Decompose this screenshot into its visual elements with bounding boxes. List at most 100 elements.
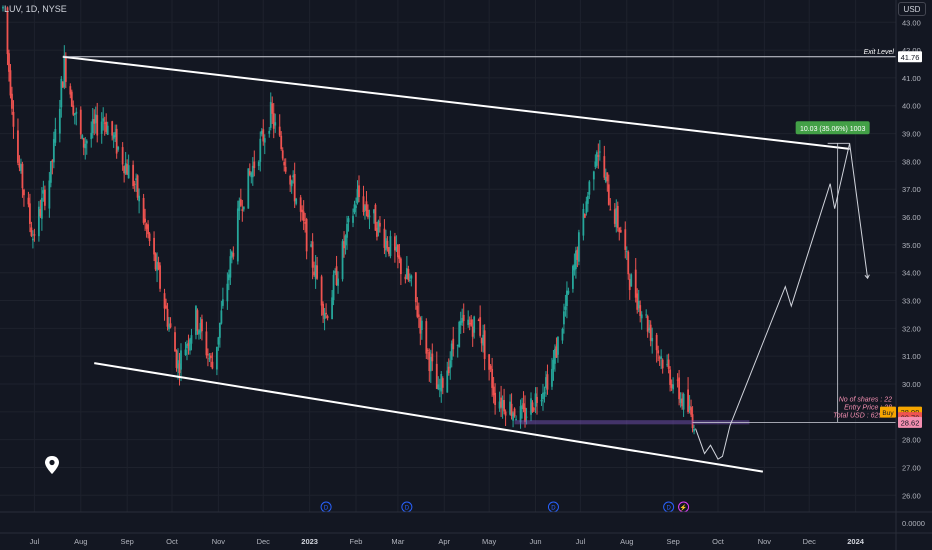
price-axis-tick: 28.00	[902, 436, 921, 445]
candle-body	[215, 346, 218, 370]
candle-body	[630, 274, 633, 287]
time-axis-tick: Jul	[576, 537, 586, 546]
candle-body	[159, 265, 161, 289]
location-pin-icon[interactable]	[44, 455, 60, 475]
candle-body	[230, 251, 233, 258]
candle-body	[211, 361, 214, 369]
time-axis-tick: 2023	[301, 537, 318, 546]
candle-body	[30, 227, 33, 236]
candle-body	[362, 196, 365, 212]
candle-body	[586, 195, 589, 204]
candle-body	[489, 365, 492, 370]
candle-body	[18, 163, 21, 168]
candle-body	[567, 290, 570, 294]
candle-body	[573, 264, 576, 271]
candle-body	[163, 293, 166, 309]
candle-body	[618, 227, 621, 233]
candle-body	[615, 208, 618, 227]
time-axis-tick: Oct	[166, 537, 179, 546]
candle-body	[198, 330, 200, 335]
exit-level-label: Exit Level	[864, 49, 895, 56]
currency-button[interactable]: USD	[898, 2, 926, 16]
price-axis-tick: 36.00	[902, 213, 921, 222]
event-marker-label: D	[324, 506, 329, 512]
candle-body	[429, 356, 432, 372]
candle-body	[84, 143, 87, 149]
candle-body	[385, 238, 387, 251]
candle-body	[320, 276, 323, 306]
candle-body	[521, 405, 523, 410]
candle-body	[551, 368, 553, 387]
candle-body	[341, 241, 344, 280]
candle-body	[598, 151, 601, 153]
candle-body	[440, 373, 443, 392]
candle-body	[667, 359, 670, 369]
candle-body	[72, 105, 75, 115]
target-label: 10.03 (35.06%) 1003	[800, 126, 865, 133]
candle-body	[666, 364, 669, 366]
candle-body	[293, 174, 296, 202]
candle-body	[305, 219, 308, 252]
candle-body	[552, 359, 555, 370]
candle-body	[11, 93, 13, 109]
candle-body	[377, 220, 380, 233]
price-axis-tick: 34.00	[902, 269, 921, 278]
candle-body	[316, 265, 319, 279]
candle-body	[20, 164, 22, 171]
candle-body	[106, 125, 109, 135]
candle-body	[269, 101, 272, 128]
candle-body	[48, 180, 51, 209]
price-tag	[898, 416, 922, 428]
candle-body	[103, 122, 106, 124]
candle-body	[247, 168, 250, 209]
time-axis-tick: Jun	[529, 537, 541, 546]
candle-body	[79, 109, 82, 135]
candle-body	[117, 146, 120, 150]
candle-body	[661, 359, 664, 369]
candle-body	[657, 350, 660, 354]
price-axis-tick: 30.00	[902, 380, 921, 389]
channel-upper-line	[62, 55, 850, 150]
candle-body	[616, 205, 619, 228]
candle-body	[238, 200, 241, 211]
candle-body	[368, 215, 371, 218]
candle-body	[166, 308, 169, 327]
candle-body	[386, 240, 389, 249]
candle-body	[347, 218, 350, 223]
candle-body	[355, 205, 357, 208]
target-label-box	[795, 121, 870, 135]
candle-body	[624, 229, 627, 250]
time-axis-tick: Aug	[74, 537, 87, 546]
candle-body	[513, 408, 516, 416]
candle-body	[625, 251, 628, 253]
candle-body	[229, 256, 232, 278]
price-axis-tick: 42.00	[902, 46, 921, 55]
candle-body	[49, 161, 52, 183]
candle-body	[542, 392, 544, 400]
event-marker-label: D	[666, 506, 671, 512]
candle-body	[60, 78, 63, 108]
candle-body	[262, 129, 265, 142]
candle-body	[376, 227, 378, 237]
candle-body	[414, 272, 417, 303]
candle-body	[543, 392, 546, 394]
candle-body	[218, 322, 221, 338]
candle-body	[199, 322, 202, 333]
candle-body	[165, 305, 167, 309]
candle-body	[334, 270, 336, 274]
candle-body	[447, 366, 450, 374]
candle-body	[410, 275, 413, 279]
candle-body	[373, 209, 375, 214]
candle-body	[90, 132, 93, 140]
candle-body	[271, 103, 274, 114]
candle-body	[61, 82, 64, 88]
candle-body	[356, 188, 359, 203]
candle-body	[180, 350, 182, 370]
candle-body	[82, 138, 85, 148]
buy-tag	[880, 406, 896, 418]
candle-body	[21, 163, 24, 189]
symbol-label[interactable]: LUV, 1D, NYSE	[4, 4, 67, 14]
candle-body	[154, 253, 157, 270]
